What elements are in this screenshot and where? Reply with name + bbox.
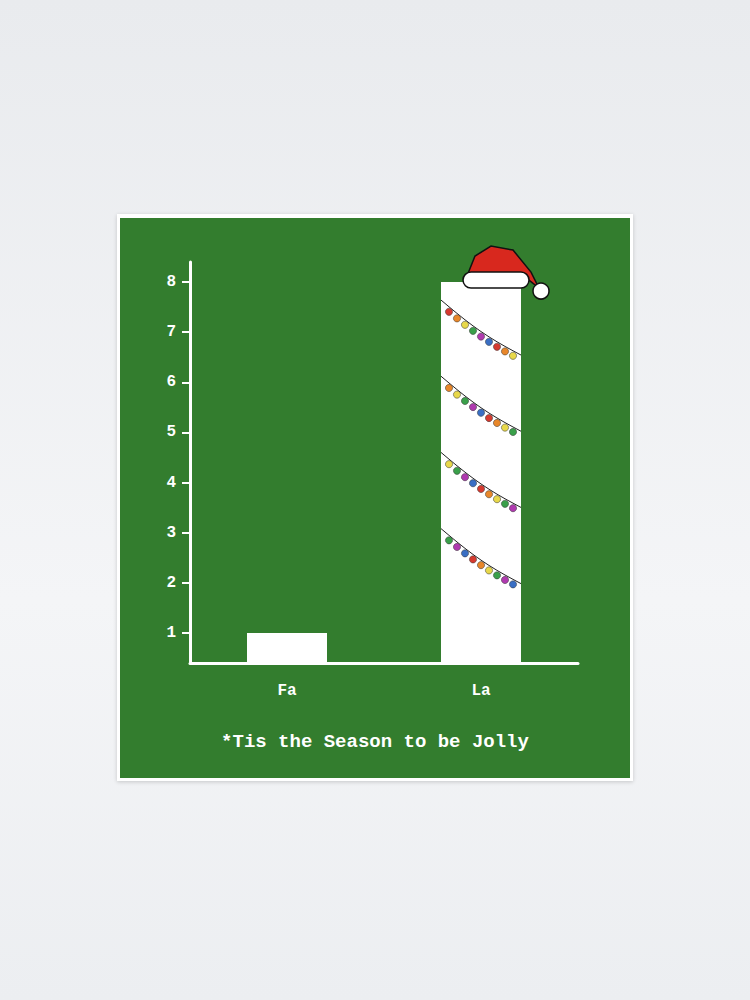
svg-text:1: 1 bbox=[166, 624, 176, 642]
svg-text:4: 4 bbox=[166, 474, 176, 492]
svg-text:2: 2 bbox=[166, 574, 176, 592]
svg-text:La: La bbox=[471, 682, 491, 700]
svg-text:8: 8 bbox=[166, 273, 176, 291]
svg-text:7: 7 bbox=[166, 323, 176, 341]
svg-text:3: 3 bbox=[166, 524, 176, 542]
svg-text:Fa: Fa bbox=[277, 682, 297, 700]
svg-text:6: 6 bbox=[166, 373, 176, 391]
svg-text:5: 5 bbox=[166, 423, 176, 441]
svg-text:*Tis the Season to be Jolly: *Tis the Season to be Jolly bbox=[221, 731, 529, 753]
